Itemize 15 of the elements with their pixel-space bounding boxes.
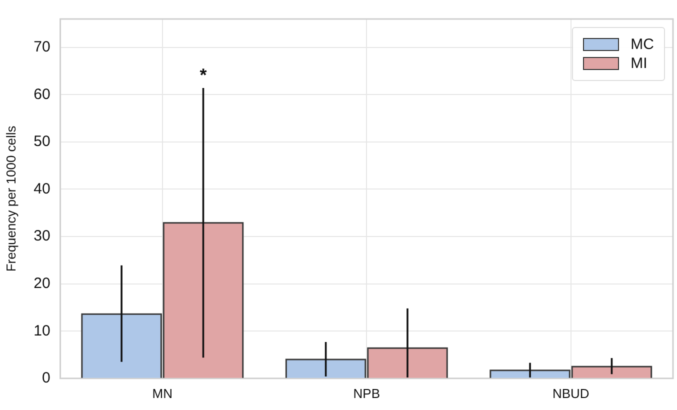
y-tick-label: 70 <box>34 38 50 56</box>
y-tick-label: 0 <box>42 370 50 387</box>
x-tick-label: NPB <box>353 386 380 401</box>
legend-label: MC <box>630 36 654 53</box>
y-tick-label: 10 <box>34 322 50 340</box>
y-tick-label: 60 <box>34 86 50 103</box>
y-axis-title: Frequency per 1000 cells <box>3 125 18 272</box>
x-tick-label: NBUD <box>552 386 590 401</box>
y-tick-label: 30 <box>34 228 50 245</box>
legend-label: MI <box>630 55 648 72</box>
y-tick-label: 40 <box>34 180 50 198</box>
x-tick-label: MN <box>152 386 173 401</box>
y-tick-label: 50 <box>34 133 50 150</box>
y-tick-label: 20 <box>34 274 50 292</box>
annotation: * <box>200 65 207 86</box>
